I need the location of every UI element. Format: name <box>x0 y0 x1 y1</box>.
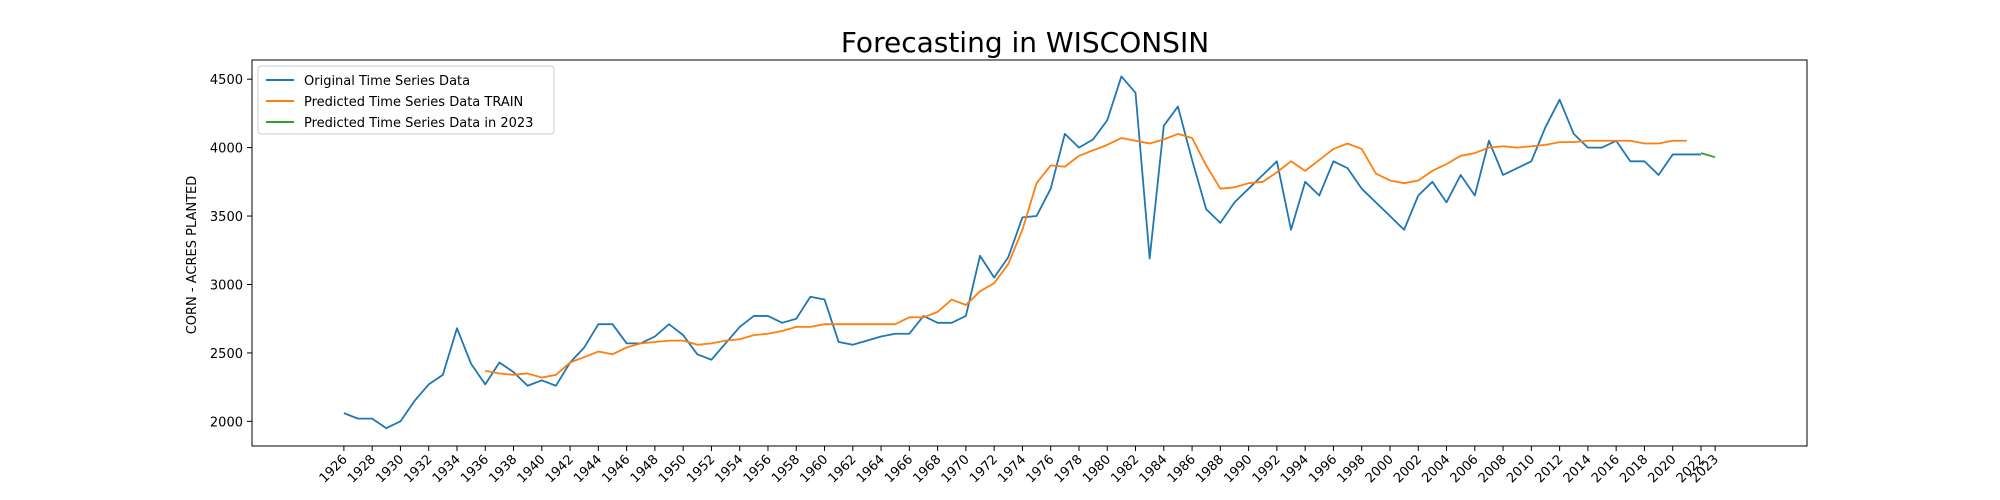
legend-label-2: Predicted Time Series Data TRAIN <box>304 95 523 110</box>
y-axis: 2000 2500 3000 3500 4000 4500 <box>210 73 252 430</box>
series-line-2 <box>485 133 1687 379</box>
y-tick-label: 3000 <box>210 278 243 293</box>
y-tick-label: 4000 <box>210 142 243 157</box>
legend-label-3: Predicted Time Series Data in 2023 <box>304 116 533 131</box>
chart-title: Forecasting in WISCONSIN <box>841 26 1209 59</box>
series-line-3 <box>1700 152 1716 159</box>
y-tick-label: 2000 <box>210 415 243 430</box>
legend-label-1: Original Time Series Data <box>304 74 470 89</box>
y-axis-label: CORN - ACRES PLANTED <box>185 176 200 335</box>
legend-box <box>257 65 555 135</box>
plot-frame <box>251 59 1808 447</box>
y-tick-label: 4500 <box>210 73 243 88</box>
y-tick-label: 3500 <box>210 210 243 225</box>
legend: Original Time Series Data Predicted Time … <box>257 65 555 135</box>
series-layer <box>343 75 1716 430</box>
y-tick-label: 2500 <box>210 347 243 362</box>
